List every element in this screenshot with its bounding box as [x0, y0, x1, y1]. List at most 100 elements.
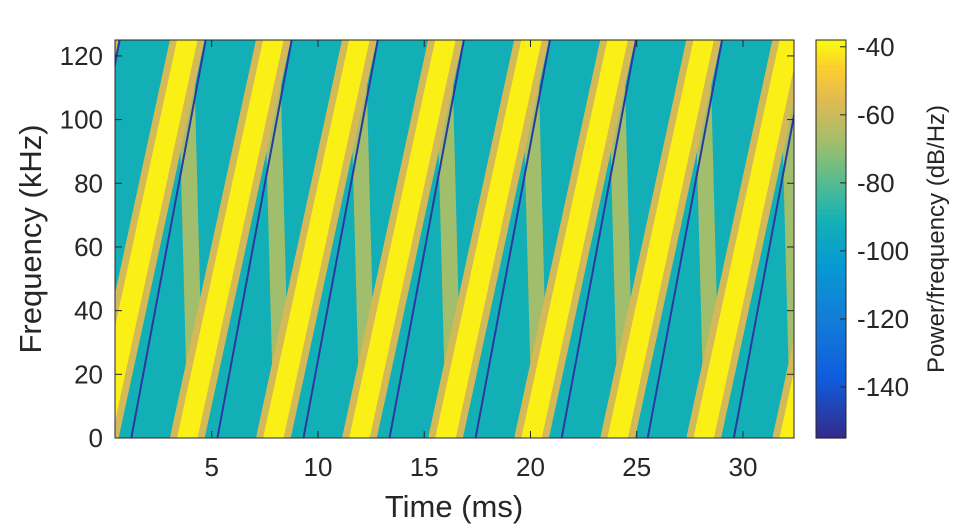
colorbar-segment — [816, 99, 846, 106]
colorbar-segment — [816, 159, 846, 165]
y-tick-label: 0 — [89, 423, 103, 453]
colorbar-segment — [816, 144, 846, 151]
chirp-sweep — [521, 40, 628, 438]
y-axis-label: Frequency (kHz) — [13, 124, 48, 353]
colorbar-segment — [816, 124, 846, 131]
colorbar-segment — [816, 408, 846, 414]
colorbar-segment — [816, 268, 846, 275]
colorbar-segment — [816, 403, 846, 409]
colorbar-tick-label: -60 — [857, 100, 895, 130]
null-line — [302, 40, 379, 438]
spectrogram-heatmap — [115, 40, 969, 438]
colorbar-tick-label: -120 — [857, 304, 909, 334]
chirp-sweep — [435, 40, 542, 438]
colorbar-segment — [816, 343, 846, 350]
alias-sweep-band — [960, 40, 969, 438]
colorbar-segment — [816, 278, 846, 285]
colorbar-segment — [816, 388, 846, 394]
colorbar-segment — [816, 333, 846, 340]
colorbar-segment — [816, 64, 846, 71]
y-axis-ticks: 0 20 40 60 80 100 120 — [60, 41, 794, 453]
null-line — [560, 40, 638, 438]
colorbar-segment — [816, 378, 846, 384]
x-axis-ticks: 5 10 15 20 25 30 — [204, 40, 757, 482]
colorbar-segment — [816, 204, 846, 210]
y-tick-label: 60 — [74, 232, 103, 262]
colorbar-segment — [816, 363, 846, 369]
colorbar-segment — [816, 353, 846, 359]
colorbar-segment — [816, 224, 846, 230]
colorbar-segment — [816, 139, 846, 146]
colorbar-segment — [816, 129, 846, 136]
colorbar-segment — [816, 413, 846, 419]
colorbar-segment — [816, 433, 846, 439]
colorbar-segment — [816, 59, 846, 66]
colorbar-segment — [816, 273, 846, 280]
colorbar-segment — [816, 69, 846, 76]
colorbar-segment — [816, 303, 846, 310]
colorbar-segment — [816, 44, 846, 51]
x-tick-label: 30 — [729, 452, 758, 482]
null-line — [732, 110, 794, 438]
colorbar-segment — [816, 134, 846, 141]
colorbar-segment — [816, 323, 846, 330]
colorbar-segment — [816, 358, 846, 364]
colorbar-segment — [816, 229, 846, 235]
colorbar-segment — [816, 54, 846, 61]
colorbar-segment — [816, 114, 846, 121]
y-tick-label: 20 — [74, 359, 103, 389]
colorbar-segment — [816, 308, 846, 315]
colorbar-segment — [816, 219, 846, 225]
colorbar-tick-label: -140 — [857, 372, 909, 402]
colorbar-segment — [816, 298, 846, 305]
colorbar-segment — [816, 94, 846, 101]
colorbar-tick-label: -40 — [857, 32, 895, 62]
colorbar — [816, 40, 846, 439]
colorbar-segment — [816, 253, 846, 260]
colorbar-segment — [816, 288, 846, 295]
colorbar-segment — [816, 154, 846, 160]
colorbar-segment — [816, 174, 846, 180]
colorbar-segment — [816, 40, 846, 46]
colorbar-segment — [816, 318, 846, 325]
colorbar-segment — [816, 164, 846, 170]
colorbar-segment — [816, 189, 846, 195]
colorbar-segment — [816, 243, 846, 250]
colorbar-segment — [816, 348, 846, 355]
colorbar-segment — [816, 368, 846, 374]
x-tick-label: 25 — [622, 452, 651, 482]
colorbar-segment — [816, 149, 846, 156]
colorbar-segment — [816, 258, 846, 265]
chirp-sweep — [607, 40, 714, 438]
y-tick-label: 100 — [60, 105, 103, 135]
colorbar-segment — [816, 428, 846, 434]
y-tick-label: 120 — [60, 41, 103, 71]
colorbar-segment — [816, 199, 846, 205]
colorbar-segment — [816, 79, 846, 86]
colorbar-segment — [816, 313, 846, 320]
colorbar-segment — [816, 84, 846, 91]
colorbar-tick-label: -80 — [857, 168, 895, 198]
x-tick-label: 10 — [303, 452, 332, 482]
colorbar-segment — [816, 49, 846, 56]
x-tick-label: 20 — [516, 452, 545, 482]
x-axis-label: Time (ms) — [385, 489, 523, 524]
x-tick-label: 5 — [204, 452, 218, 482]
colorbar-segment — [816, 248, 846, 255]
null-line — [216, 40, 293, 438]
null-line — [130, 40, 207, 438]
colorbar-segment — [816, 293, 846, 300]
colorbar-segment — [816, 109, 846, 116]
colorbar-segment — [816, 104, 846, 111]
colorbar-segment — [816, 328, 846, 335]
colorbar-segment — [816, 239, 846, 245]
colorbar-segment — [816, 398, 846, 404]
colorbar-segment — [816, 373, 846, 379]
colorbar-segment — [816, 169, 846, 175]
colorbar-segment — [816, 338, 846, 345]
chirp-sweep — [177, 40, 284, 438]
colorbar-tick-label: -100 — [857, 236, 909, 266]
colorbar-segment — [816, 194, 846, 200]
colorbar-frame — [815, 39, 847, 439]
plot-frame — [114, 39, 795, 439]
